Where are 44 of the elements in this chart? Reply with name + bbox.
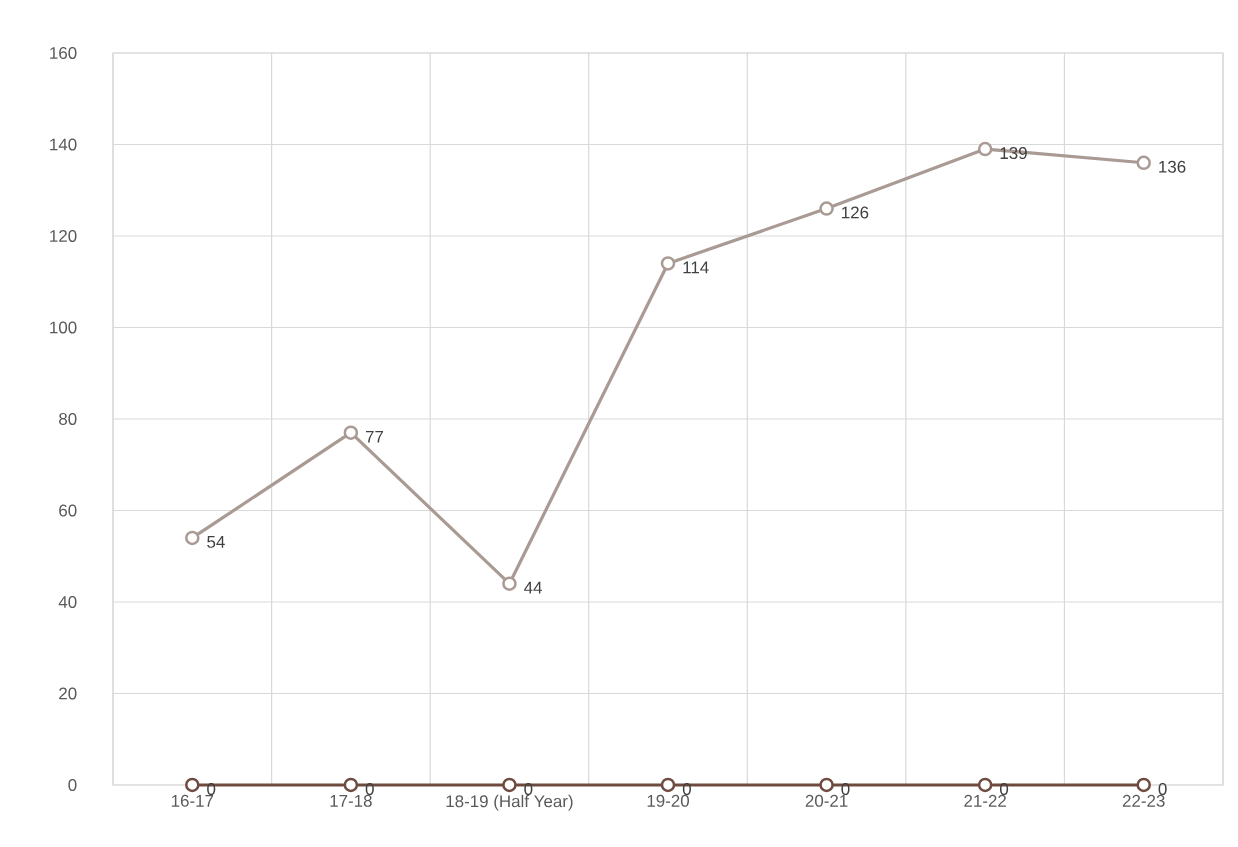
data-label: 0	[524, 782, 533, 795]
data-label: 114	[683, 261, 709, 274]
x-tick-label: 16-17	[171, 794, 214, 807]
data-label: 0	[841, 782, 850, 795]
data-label: 0	[207, 782, 216, 795]
point	[819, 777, 834, 793]
x-tick-label: 17-18	[330, 794, 372, 807]
data-label: 0	[682, 782, 691, 795]
data-label: 126	[842, 206, 869, 219]
point	[819, 201, 834, 216]
y-tick-label: 140	[50, 138, 77, 151]
data-label: 0	[1158, 782, 1167, 795]
data-label: 139	[1000, 147, 1027, 160]
point	[502, 777, 517, 793]
point	[185, 777, 200, 793]
data-label: 136	[1159, 160, 1186, 173]
data-label: 54	[207, 536, 225, 548]
x-tick-label: 19-20	[647, 794, 689, 807]
point	[185, 530, 200, 546]
point	[1136, 777, 1151, 793]
y-tick-label: 80	[59, 412, 77, 425]
data-label: 77	[365, 430, 384, 443]
y-tick-label: 40	[58, 595, 77, 608]
point	[977, 141, 993, 157]
x-tick-label: 21-22	[964, 794, 1006, 807]
x-tick-label: 18-19 (Half Year)	[446, 794, 573, 811]
y-tick-label: 120	[50, 229, 77, 242]
point	[660, 256, 676, 271]
data-label: 0	[365, 782, 374, 795]
point	[502, 576, 517, 591]
point	[343, 777, 359, 793]
data-label: 44	[524, 581, 542, 594]
y-tick-label: 160	[50, 46, 77, 59]
x-tick-label: 22-23	[1122, 794, 1165, 807]
y-tick-label: 100	[50, 321, 77, 334]
point	[343, 425, 359, 440]
x-tick-label: 20-21	[805, 794, 848, 807]
point	[977, 777, 993, 793]
y-tick-label: 60	[59, 504, 77, 517]
y-tick-label: 20	[59, 687, 77, 700]
point	[660, 777, 676, 793]
data-label: 0	[1000, 782, 1009, 795]
y-tick-label: 0	[68, 778, 77, 791]
point	[1136, 155, 1151, 171]
